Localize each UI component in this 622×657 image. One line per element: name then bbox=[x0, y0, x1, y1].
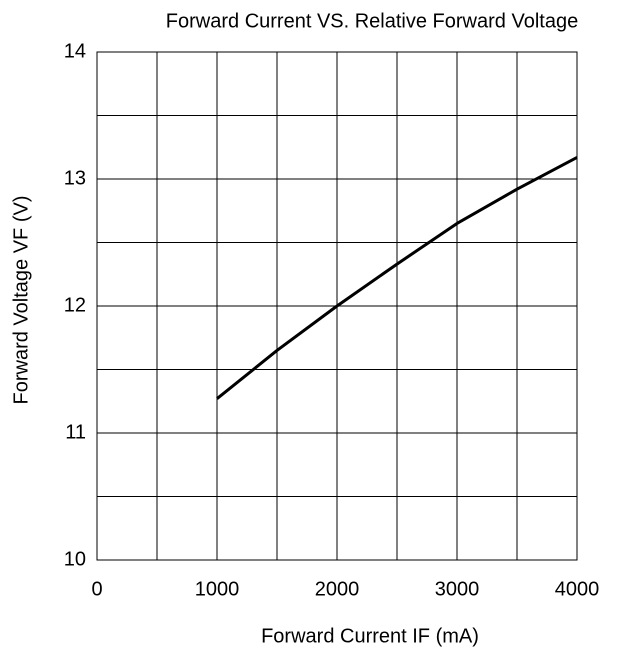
x-tick-label: 1000 bbox=[195, 578, 240, 600]
x-axis-label: Forward Current IF (mA) bbox=[261, 625, 479, 647]
plot-frame bbox=[96, 51, 578, 561]
data-line bbox=[216, 156, 578, 400]
x-tick-label: 2000 bbox=[315, 578, 360, 600]
x-tick-label: 3000 bbox=[435, 578, 480, 600]
y-axis-label: Forward Voltage VF (V) bbox=[10, 196, 32, 405]
y-tick-label: 14 bbox=[64, 40, 86, 62]
x-tick-label: 0 bbox=[91, 578, 102, 600]
y-tick-label: 13 bbox=[64, 167, 86, 189]
y-tick-label: 10 bbox=[64, 548, 86, 570]
y-tick-label: 12 bbox=[64, 294, 86, 316]
y-tick-label: 11 bbox=[65, 421, 86, 443]
x-tick-label: 4000 bbox=[555, 578, 600, 600]
chart-title: Forward Current VS. Relative Forward Vol… bbox=[166, 10, 578, 32]
